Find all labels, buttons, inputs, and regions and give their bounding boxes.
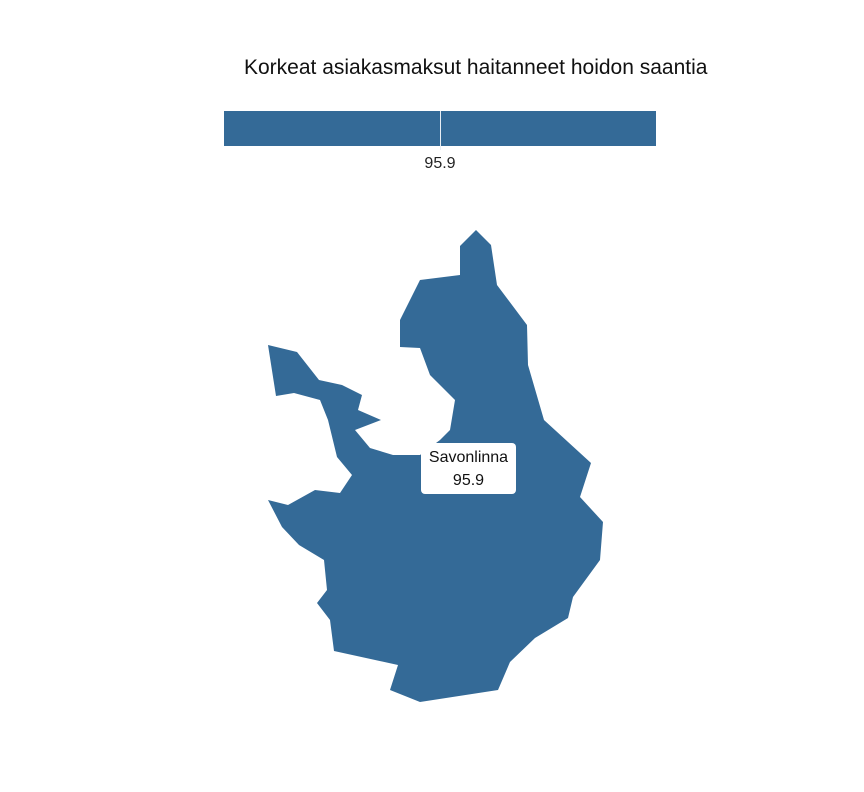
legend-tick-label: 95.9	[424, 155, 456, 172]
region-tooltip: Savonlinna 95.9	[421, 443, 516, 494]
legend-tick	[440, 111, 441, 150]
tooltip-region-name: Savonlinna	[428, 449, 509, 466]
map-title: Korkeat asiakasmaksut haitanneet hoidon …	[244, 56, 708, 79]
tooltip-region-value: 95.9	[452, 472, 485, 489]
